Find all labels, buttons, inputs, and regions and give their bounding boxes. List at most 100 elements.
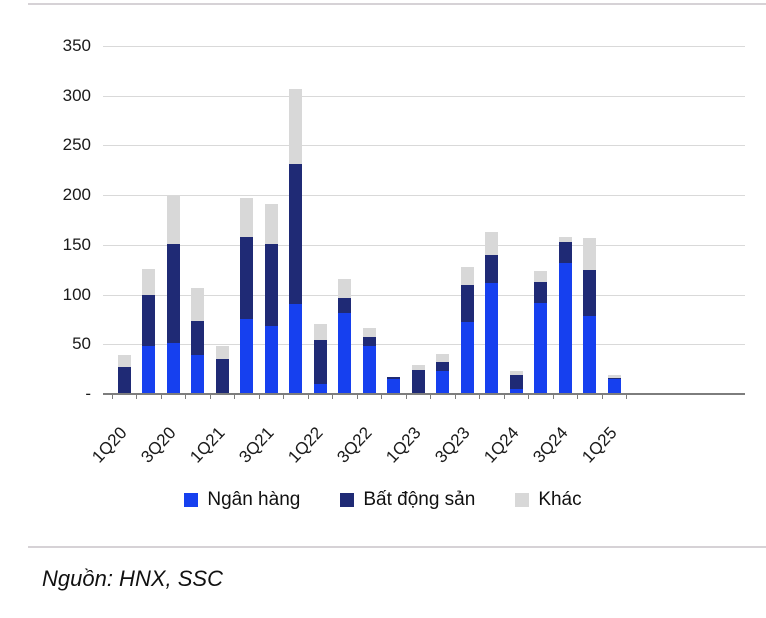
x-tick-label: 1Q22 <box>284 423 327 467</box>
top-divider-line <box>28 3 766 5</box>
bar-2Q20 <box>142 268 155 394</box>
x-tick-label: 3Q22 <box>333 423 376 467</box>
bar-segment <box>387 377 400 380</box>
y-tick-label: 100 <box>62 284 91 304</box>
bar-segment <box>142 268 155 295</box>
bar-3Q21 <box>264 204 278 394</box>
bar-1Q24 <box>509 371 523 394</box>
y-tick-label: - <box>85 384 91 403</box>
bar-1Q25 <box>607 375 621 394</box>
bar-segment <box>509 389 523 394</box>
bar-2Q21 <box>240 198 253 394</box>
bar-1Q21 <box>215 346 229 394</box>
bar-2Q24 <box>534 270 547 394</box>
x-axis-tick <box>185 394 187 399</box>
bar-segment <box>509 375 523 390</box>
legend-swatch-Ngân hàng <box>184 493 199 507</box>
bar-segment <box>166 243 180 344</box>
bar-segment <box>191 321 204 356</box>
x-axis-tick <box>601 394 603 399</box>
bar-3Q22 <box>362 328 376 394</box>
bar-segment <box>289 303 302 394</box>
bar-segment <box>362 346 376 394</box>
bar-segment <box>264 204 278 244</box>
x-axis-tick <box>332 394 334 399</box>
y-tick-label: 50 <box>72 334 91 354</box>
x-axis-tick <box>307 394 309 399</box>
bar-segment <box>436 354 449 363</box>
bar-segment <box>313 340 327 385</box>
bar-segment <box>142 346 155 394</box>
bar-segment <box>264 326 278 394</box>
x-axis-tick <box>381 394 383 399</box>
legend-label: Bất động sản <box>363 489 476 510</box>
legend-item: Ngân hàng <box>184 489 300 511</box>
bar-segment <box>117 355 131 368</box>
x-axis-tick <box>552 394 554 399</box>
x-axis-tick <box>577 394 579 399</box>
bar-segment <box>215 346 229 360</box>
bar-segment <box>534 281 547 303</box>
bar-segment <box>485 254 498 283</box>
bar-segment <box>558 262 572 394</box>
x-axis-line <box>103 393 745 395</box>
bar-segment <box>583 316 596 394</box>
footer-divider-line <box>28 546 766 548</box>
x-tick-label: 3Q20 <box>137 423 180 467</box>
bar-segment <box>289 88 302 165</box>
legend-swatch-Khác <box>515 493 530 507</box>
bar-4Q23 <box>485 231 498 394</box>
bar-1Q20 <box>117 355 131 394</box>
bar-segment <box>558 236 572 242</box>
bar-segment <box>142 294 155 347</box>
x-axis-tick <box>626 394 628 399</box>
bar-segment <box>338 278 351 298</box>
legend-item: Bất động sản <box>340 489 475 511</box>
bar-4Q24 <box>583 237 596 394</box>
gridline-250 <box>103 145 745 147</box>
x-tick-label: 1Q20 <box>88 423 131 467</box>
bar-segment <box>362 337 376 347</box>
bar-segment <box>583 237 596 270</box>
bar-segment <box>338 297 351 314</box>
bar-segment <box>607 375 621 379</box>
bar-segment <box>485 231 498 255</box>
bar-segment <box>607 379 621 394</box>
x-tick-label: 3Q24 <box>529 423 572 467</box>
x-tick-label: 3Q21 <box>235 423 278 467</box>
chart-legend: Ngân hàng Bất động sản Khác <box>0 489 766 511</box>
bar-segment <box>460 322 474 394</box>
bar-segment <box>411 365 425 371</box>
x-axis-tick <box>528 394 530 399</box>
gridline-100 <box>103 294 745 296</box>
bar-segment <box>534 270 547 282</box>
bar-segment <box>191 287 204 322</box>
x-axis-tick <box>430 394 432 399</box>
gridline-50 <box>103 344 745 346</box>
bar-segment <box>485 282 498 394</box>
bar-2Q23 <box>436 354 449 394</box>
y-tick-label: 250 <box>62 135 91 155</box>
bar-segment <box>607 378 621 380</box>
bar-segment <box>191 355 204 394</box>
bar-segment <box>240 319 253 394</box>
x-axis-tick <box>454 394 456 399</box>
y-tick-label: 300 <box>62 85 91 105</box>
x-axis-tick <box>356 394 358 399</box>
legend-swatch-Bất động sản <box>340 493 355 507</box>
x-tick-label: 1Q21 <box>186 423 229 467</box>
bar-segment <box>362 328 376 338</box>
bar-segment <box>338 313 351 394</box>
bar-1Q22 <box>313 324 327 394</box>
gridline-150 <box>103 244 745 246</box>
bar-3Q20 <box>166 196 180 394</box>
y-tick-label: 200 <box>62 185 91 205</box>
x-axis-tick <box>234 394 236 399</box>
bar-3Q24 <box>558 236 572 394</box>
y-tick-label: 150 <box>62 234 91 254</box>
legend-label: Khác <box>538 489 582 510</box>
bar-segment <box>534 302 547 394</box>
plot-area <box>103 46 745 399</box>
bar-segment <box>117 367 131 394</box>
